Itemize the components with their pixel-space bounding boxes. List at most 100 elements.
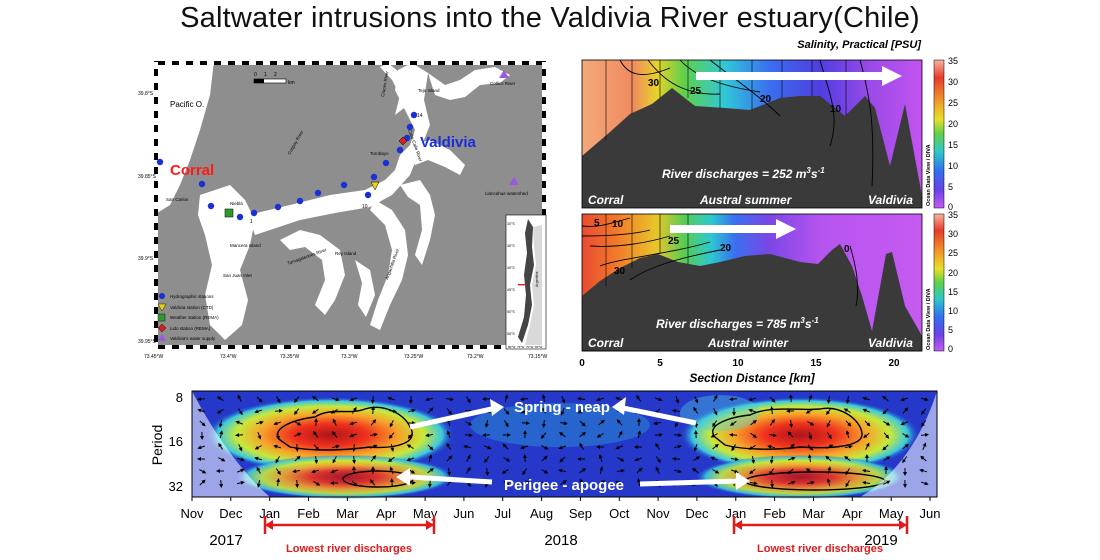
phase-arrow — [332, 456, 337, 464]
phase-arrow — [216, 396, 224, 402]
phase-arrow — [617, 457, 625, 462]
phase-arrow — [787, 431, 794, 438]
spring-neap-arrow-left — [409, 405, 497, 430]
phase-arrow — [789, 419, 794, 428]
phase-arrow — [219, 479, 224, 488]
phase-arrow — [559, 431, 566, 438]
phase-arrow — [484, 419, 489, 428]
phase-arrow — [636, 478, 641, 487]
phase-arrow — [425, 433, 434, 438]
scale-unit: km — [288, 80, 295, 86]
scale-tick: 0 — [254, 72, 257, 78]
phase-arrow — [463, 444, 472, 449]
month-tick: May — [413, 506, 438, 521]
phase-arrow — [845, 480, 850, 488]
lon-tick: 73.2°W — [467, 354, 484, 360]
lat-tick: 39.8°S — [138, 91, 154, 97]
legend-label: Lido station (REMA) — [170, 326, 211, 331]
phase-arrow — [845, 468, 850, 476]
month-tick: Sep — [569, 506, 592, 521]
x-tick: 20 — [888, 358, 900, 369]
phase-arrow — [503, 480, 510, 487]
phase-arrow — [256, 466, 261, 474]
label-mancera: Mancera Island — [230, 243, 261, 248]
phase-arrow — [255, 420, 264, 425]
phase-arrow — [219, 430, 224, 439]
year-label: 2019 — [864, 532, 897, 549]
phase-arrow — [199, 469, 207, 474]
cone-of-influence — [192, 391, 270, 497]
summer-contour-label: 25 — [690, 86, 702, 97]
phase-arrow — [825, 455, 832, 462]
inset-lat-tick: 50°S — [507, 310, 515, 314]
phase-arrow — [541, 481, 549, 486]
station-number: 10 — [362, 204, 368, 210]
perigee-arrow-right — [639, 478, 741, 487]
phase-arrow — [387, 396, 395, 401]
phase-arrow — [311, 408, 319, 414]
month-tick: Mar — [802, 506, 825, 521]
phase-arrow — [218, 457, 226, 462]
winter-contour-label: 20 — [720, 243, 732, 254]
phase-arrow — [598, 454, 603, 463]
phase-arrow — [807, 454, 812, 463]
station-marker — [410, 111, 418, 119]
phase-arrow — [655, 466, 660, 474]
phase-arrow — [312, 395, 319, 402]
month-tick: Nov — [180, 506, 204, 521]
label-pacific: Pacific O. — [170, 100, 204, 109]
station-marker — [364, 191, 372, 199]
phase-arrow — [845, 420, 852, 427]
station-marker — [370, 173, 378, 181]
x-tick: 10 — [732, 358, 744, 369]
phase-arrow — [653, 421, 662, 426]
phase-arrow — [274, 408, 283, 413]
phase-arrow — [520, 445, 529, 450]
phase-arrow — [919, 468, 928, 473]
phase-arrow — [406, 457, 414, 462]
water-supply-marker — [509, 177, 519, 185]
phase-arrow — [691, 468, 699, 474]
phase-arrow — [769, 468, 775, 476]
phase-arrow — [371, 406, 376, 415]
phase-arrow — [862, 408, 870, 413]
phase-arrow — [710, 456, 718, 461]
phase-arrow — [748, 444, 756, 450]
winter-contour-label: 25 — [668, 236, 680, 247]
phase-arrow — [788, 480, 796, 485]
phase-arrow — [808, 431, 813, 440]
phase-arrow — [655, 442, 661, 450]
phase-arrow — [615, 396, 624, 401]
station-marker — [198, 180, 206, 188]
phase-arrow — [427, 444, 434, 451]
inset-lat-tick: 40°S — [507, 266, 515, 270]
summer-bathymetry — [582, 88, 922, 208]
phase-arrow — [712, 420, 718, 428]
lon-tick: 73.35°W — [280, 354, 300, 360]
phase-arrow — [921, 481, 929, 486]
phase-arrow — [922, 442, 927, 450]
phase-arrow — [464, 433, 473, 438]
phase-arrow — [769, 406, 774, 415]
summer-contour-label: 30 — [648, 78, 660, 89]
phase-arrow — [216, 408, 224, 414]
summer-left-label: Corral — [588, 193, 624, 207]
phase-arrow — [579, 478, 584, 486]
phase-arrow — [618, 430, 623, 438]
phase-arrow — [748, 397, 757, 402]
phase-arrow — [844, 444, 853, 449]
phase-arrow — [540, 432, 547, 439]
lon-tick: 73.4°W — [220, 354, 237, 360]
wavelet-panel: Spring - neap Perigee - apogee 8 16 32 P… — [149, 390, 940, 555]
inset-lat-tick: 55°S — [507, 332, 515, 336]
phase-arrow — [390, 443, 395, 452]
cbar-tick: 30 — [948, 77, 958, 87]
phase-arrow — [275, 468, 281, 476]
phase-arrow — [865, 442, 870, 450]
phase-arrow — [388, 432, 395, 439]
phase-arrow — [541, 394, 546, 403]
phase-arrow — [331, 397, 340, 402]
phase-arrow — [636, 394, 642, 402]
phase-arrow — [882, 395, 889, 402]
winter-bathymetry — [582, 244, 922, 351]
